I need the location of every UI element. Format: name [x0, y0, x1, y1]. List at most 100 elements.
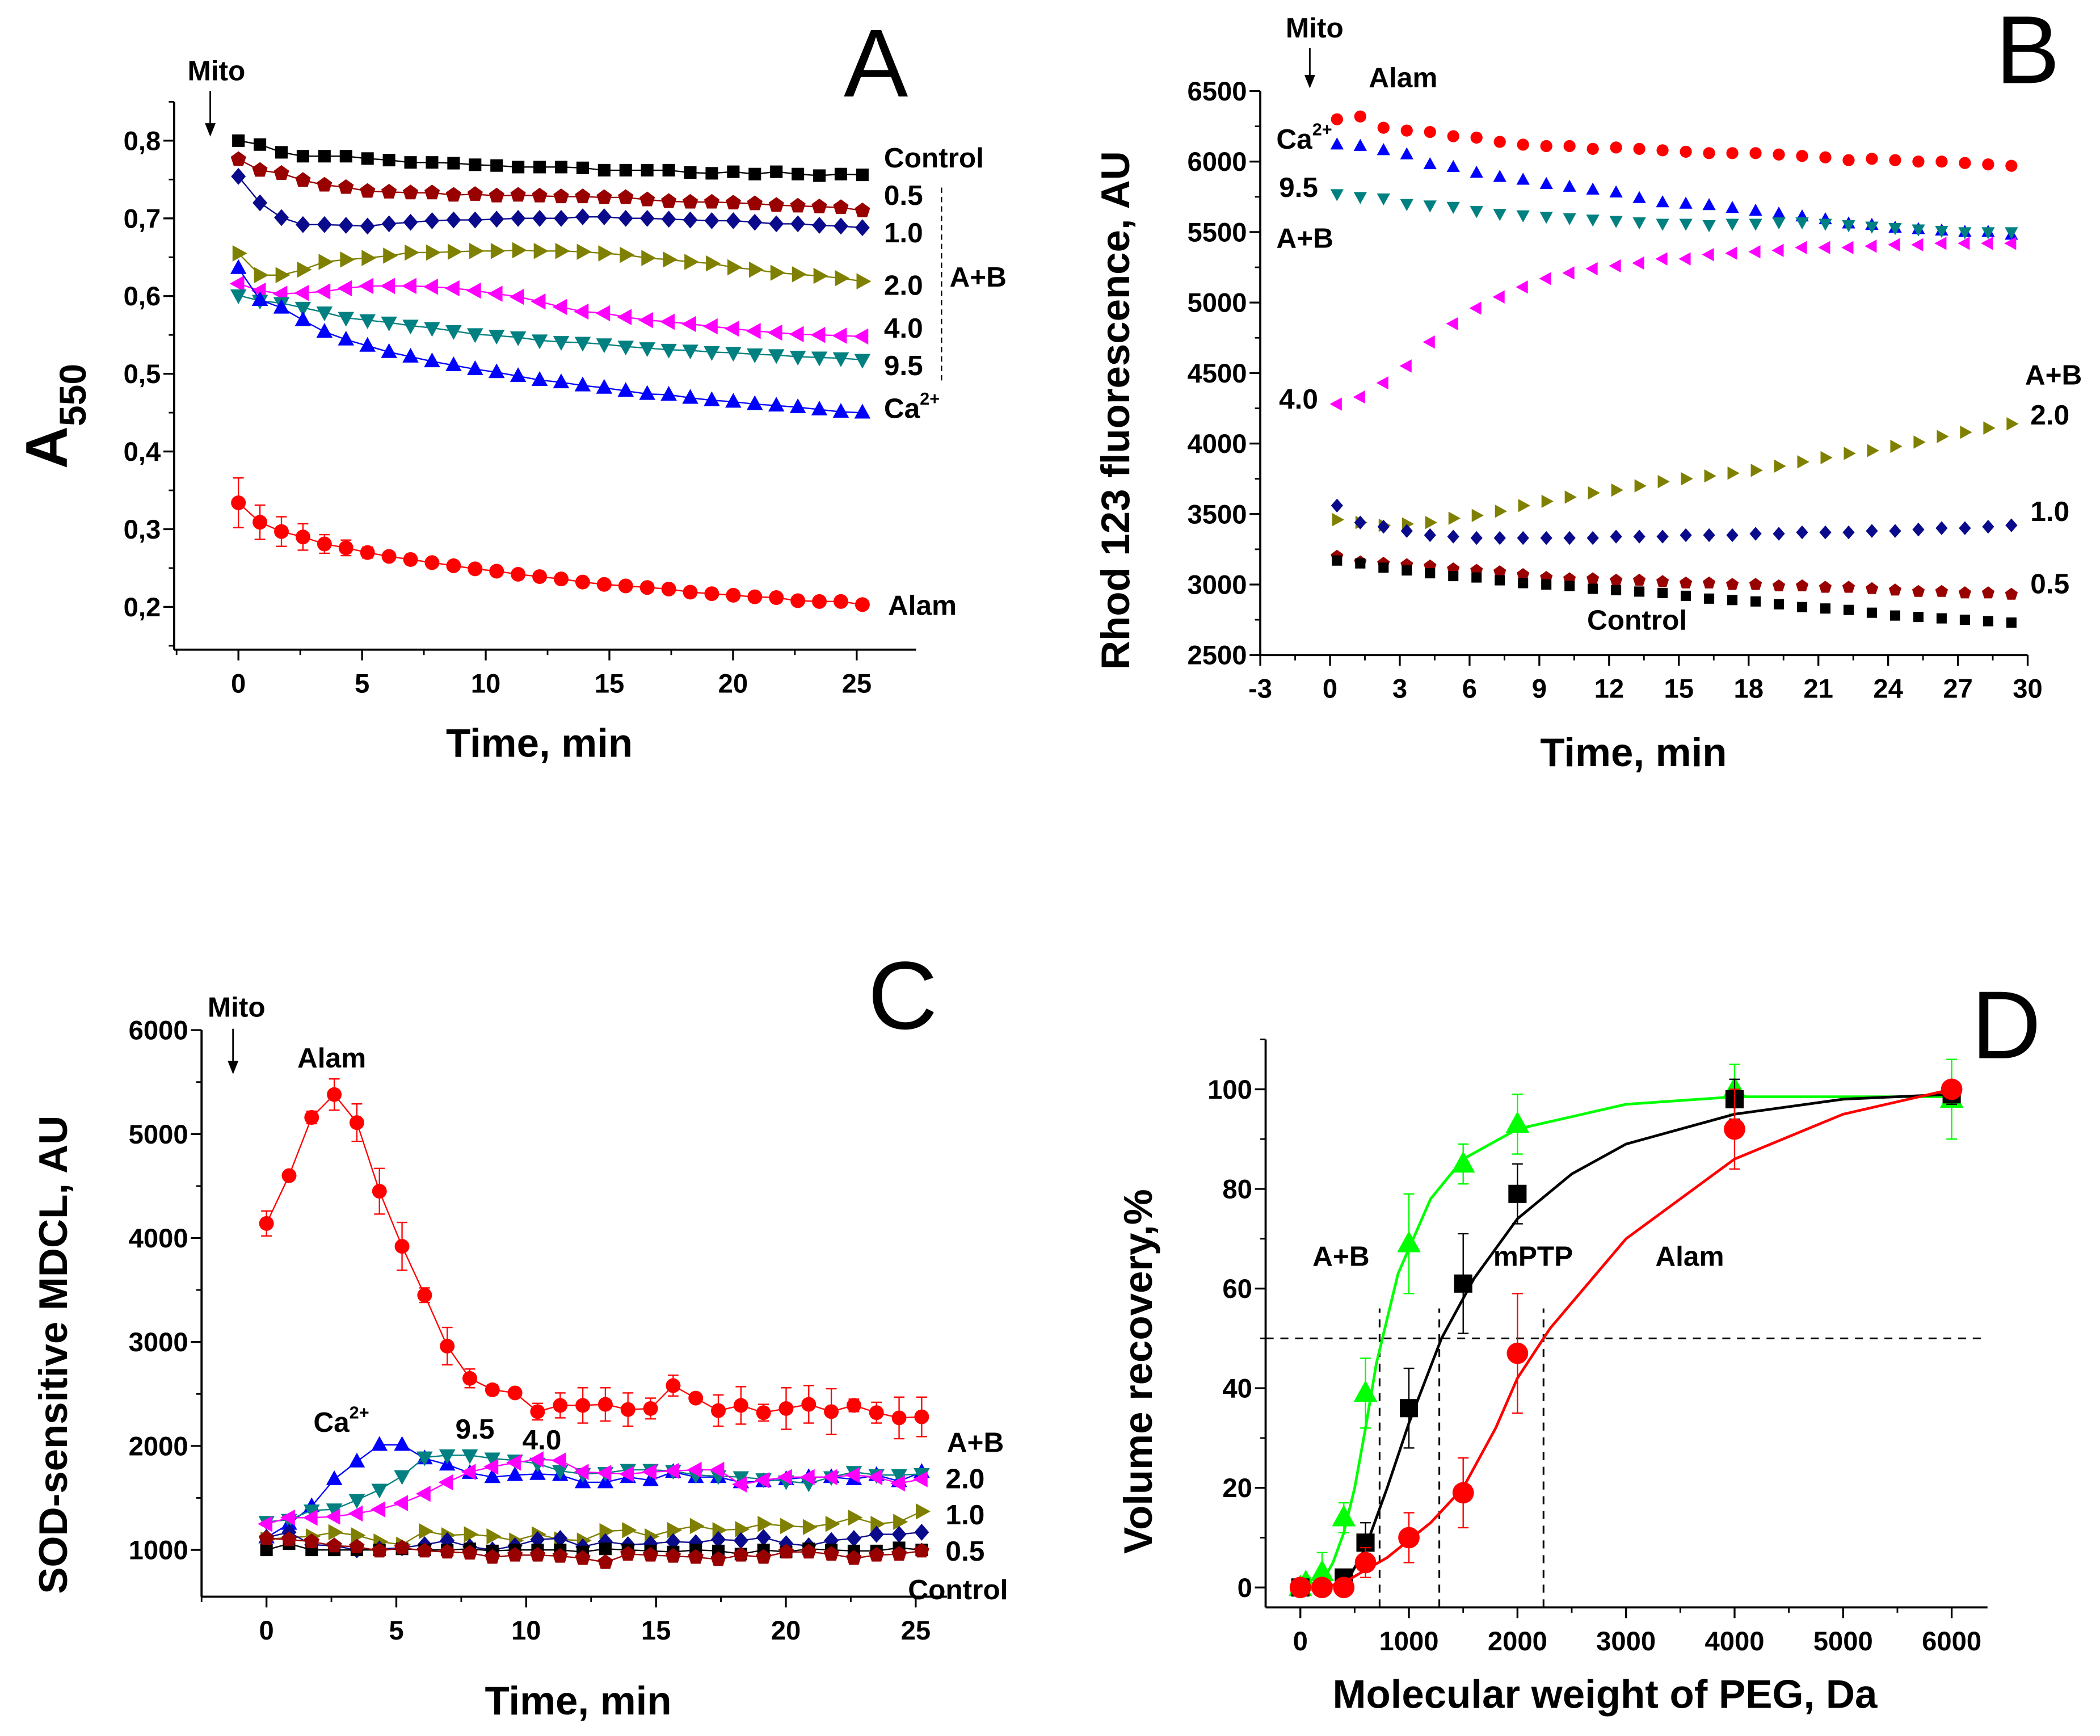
- data-point: [1377, 193, 1390, 206]
- data-point: [490, 243, 506, 259]
- data-point: [416, 1451, 433, 1466]
- data-point: [1289, 1577, 1311, 1599]
- data-point: [372, 1184, 387, 1199]
- data-point: [1588, 583, 1598, 594]
- data-point: [260, 1544, 273, 1557]
- data-point: [799, 1469, 815, 1486]
- data-point: [1913, 612, 1924, 623]
- data-point: [531, 334, 548, 350]
- data-point: [1424, 528, 1436, 543]
- data-point: [555, 243, 570, 259]
- data-point: [768, 197, 784, 212]
- data-point: [812, 217, 827, 234]
- data-point: [667, 1521, 682, 1539]
- data-point: [846, 1550, 862, 1565]
- data-point: [1451, 1151, 1475, 1173]
- data-point: [553, 373, 570, 389]
- data-point: [1749, 578, 1762, 590]
- series-2.0: [232, 242, 872, 289]
- data-point: [532, 209, 548, 227]
- data-point: [575, 188, 591, 204]
- label-0.5: 0.5: [884, 179, 923, 211]
- data-point: [403, 552, 418, 567]
- data-point: [467, 360, 483, 375]
- data-point: [1842, 581, 1855, 593]
- data-point: [361, 152, 374, 165]
- data-point: [1656, 218, 1669, 231]
- data-point: [348, 1494, 365, 1509]
- data-point: [1819, 218, 1832, 231]
- label-1.0: 1.0: [945, 1499, 984, 1531]
- data-point: [2004, 237, 2017, 250]
- data-point: [711, 1531, 726, 1548]
- data-point: [1425, 516, 1438, 529]
- data-point: [338, 312, 355, 327]
- series-line: [266, 1542, 922, 1555]
- y-tick-label: 4000: [1187, 429, 1247, 459]
- data-point: [1981, 586, 1995, 599]
- data-point: [553, 1530, 568, 1547]
- data-point: [381, 215, 397, 233]
- data-point: [1470, 206, 1483, 218]
- data-point: [891, 1525, 907, 1543]
- data-point: [381, 549, 397, 564]
- data-point: [757, 1516, 773, 1532]
- series-0.5: [259, 1530, 929, 1569]
- data-point: [682, 194, 698, 209]
- data-point: [1702, 220, 1716, 233]
- data-point: [484, 1468, 501, 1483]
- data-point: [445, 356, 462, 371]
- data-point: [1505, 1111, 1530, 1133]
- data-point: [1983, 421, 1996, 435]
- series-line: [266, 1458, 922, 1525]
- data-point: [682, 389, 698, 404]
- data-point: [1310, 1560, 1334, 1582]
- data-point: [426, 156, 439, 169]
- data-point: [711, 1403, 726, 1418]
- data-point: [1796, 525, 1808, 540]
- data-point: [506, 1454, 521, 1471]
- data-point: [727, 259, 742, 276]
- data-point: [1632, 573, 1646, 586]
- data-point: [1330, 137, 1344, 150]
- data-point: [1773, 527, 1785, 541]
- data-point: [532, 569, 548, 585]
- data-point: [1772, 206, 1786, 219]
- data-point: [484, 1452, 501, 1468]
- data-point: [1585, 262, 1598, 276]
- data-point: [466, 282, 481, 299]
- data-point: [232, 134, 245, 147]
- data-point: [1586, 531, 1599, 545]
- data-point: [617, 341, 634, 356]
- data-point: [251, 282, 266, 299]
- data-point: [380, 278, 395, 295]
- data-point: [813, 169, 826, 182]
- data-point: [1795, 241, 1807, 254]
- data-point: [914, 1524, 929, 1541]
- data-point: [1353, 138, 1367, 151]
- fit-curve: [1322, 1088, 1952, 1589]
- data-point: [1588, 486, 1600, 500]
- data-point: [1517, 568, 1530, 581]
- data-point: [348, 1452, 365, 1468]
- data-point: [1539, 212, 1553, 224]
- data-point: [2006, 417, 2019, 431]
- data-point: [1470, 131, 1483, 144]
- data-point: [251, 291, 268, 306]
- data-point: [596, 189, 612, 204]
- data-point: [622, 1521, 637, 1539]
- data-point: [1679, 218, 1693, 231]
- data-point: [1703, 147, 1715, 159]
- data-point: [394, 1239, 410, 1254]
- data-point: [792, 167, 805, 180]
- data-point: [682, 344, 698, 360]
- data-point: [1865, 221, 1879, 234]
- data-point: [704, 346, 720, 361]
- data-point: [576, 243, 592, 260]
- x-tick-label: -3: [1248, 674, 1272, 704]
- fit-curve: [1343, 1092, 1952, 1588]
- data-point: [869, 1546, 885, 1562]
- data-point: [340, 251, 355, 268]
- data-point: [1447, 529, 1459, 544]
- data-point: [619, 163, 632, 176]
